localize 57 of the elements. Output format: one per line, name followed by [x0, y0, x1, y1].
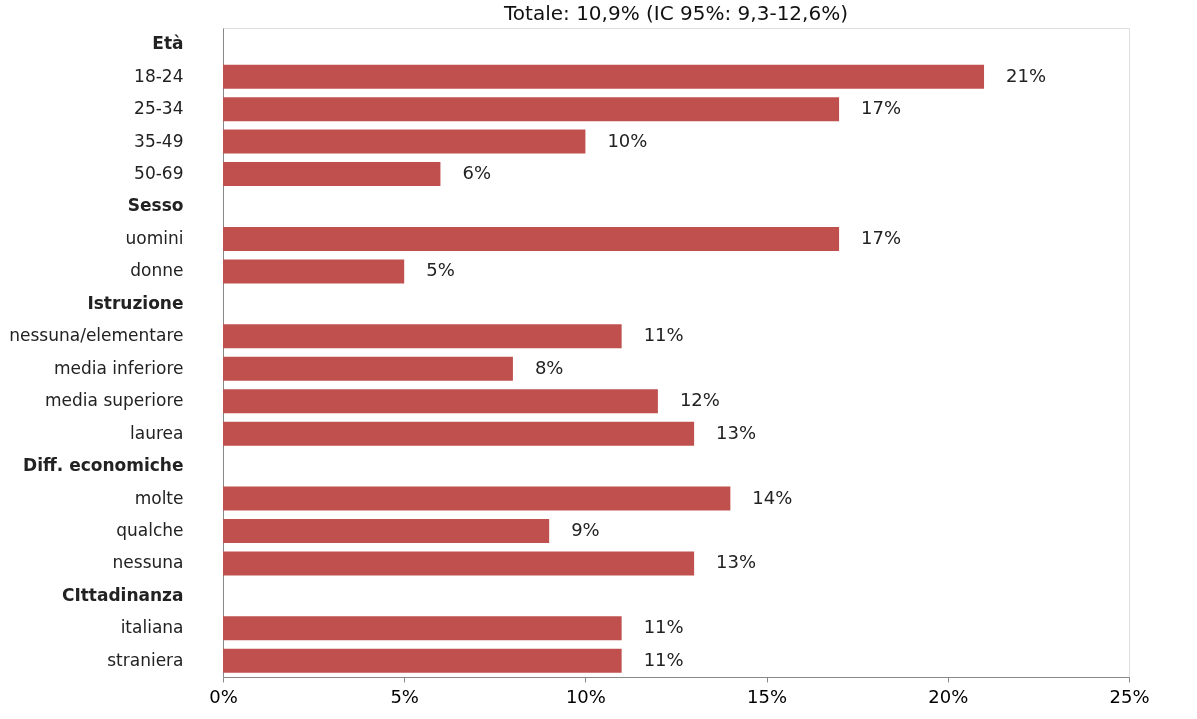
- data-label: 8%: [534, 356, 564, 378]
- data-label: 11%: [643, 324, 684, 346]
- y-tick-label: 50-69: [134, 163, 184, 184]
- bar: [223, 486, 731, 511]
- x-tick-label: 15%: [747, 685, 788, 707]
- bar: [223, 129, 586, 154]
- data-label: 14%: [752, 486, 793, 508]
- data-label: 21%: [1006, 64, 1047, 86]
- data-label: 9%: [571, 518, 600, 540]
- y-tick-label: uomini: [125, 227, 184, 248]
- y-tick-label: Istruzione: [87, 292, 184, 313]
- bar: [223, 226, 840, 251]
- bar: [223, 648, 622, 673]
- bar: [223, 356, 513, 381]
- y-tick-label: Sesso: [127, 195, 184, 216]
- y-tick-label: donne: [130, 260, 184, 281]
- y-tick-label: laurea: [130, 422, 184, 443]
- x-tick-label: 20%: [928, 685, 969, 707]
- data-label: 10%: [607, 129, 648, 151]
- data-label: 17%: [861, 226, 902, 248]
- bar: [223, 518, 550, 543]
- y-tick-label: qualche: [116, 519, 184, 540]
- y-tick-label: italiana: [120, 617, 184, 638]
- y-tick-label: molte: [134, 487, 184, 508]
- bar: [223, 259, 405, 284]
- x-tick-label: 25%: [1109, 685, 1150, 707]
- chart-title: Totale: 10,9% (IC 95%: 9,3-12,6%): [503, 1, 848, 25]
- x-tick-label: 5%: [390, 685, 419, 707]
- bar: [223, 162, 441, 187]
- bar: [223, 616, 622, 641]
- data-label: 11%: [643, 648, 684, 670]
- bar: [223, 551, 695, 576]
- y-tick-label: straniera: [107, 649, 184, 670]
- y-tick-label: CIttadinanza: [61, 584, 184, 605]
- y-tick-label: Età: [152, 33, 184, 54]
- data-label: 13%: [716, 551, 757, 573]
- y-tick-label: media inferiore: [54, 357, 184, 378]
- data-label: 11%: [643, 616, 684, 638]
- y-tick-label: Diff. economiche: [23, 455, 184, 476]
- y-tick-label: media superiore: [45, 390, 184, 411]
- data-label: 17%: [861, 97, 902, 119]
- bar: [223, 64, 985, 89]
- data-label: 13%: [716, 421, 757, 443]
- bar: [223, 421, 695, 446]
- bar: [223, 389, 658, 414]
- bar: [223, 97, 840, 122]
- data-label: 12%: [679, 389, 720, 411]
- x-tick-label: 10%: [565, 685, 606, 707]
- y-tick-label: 25-34: [134, 98, 184, 119]
- data-label: 5%: [426, 259, 455, 281]
- y-tick-label: 18-24: [134, 65, 184, 86]
- y-tick-label: 35-49: [134, 130, 184, 151]
- x-tick-label: 0%: [209, 685, 238, 707]
- y-tick-label: nessuna: [112, 552, 184, 573]
- bar: [223, 324, 622, 349]
- data-label: 6%: [462, 162, 491, 184]
- y-tick-label: nessuna/elementare: [9, 325, 184, 346]
